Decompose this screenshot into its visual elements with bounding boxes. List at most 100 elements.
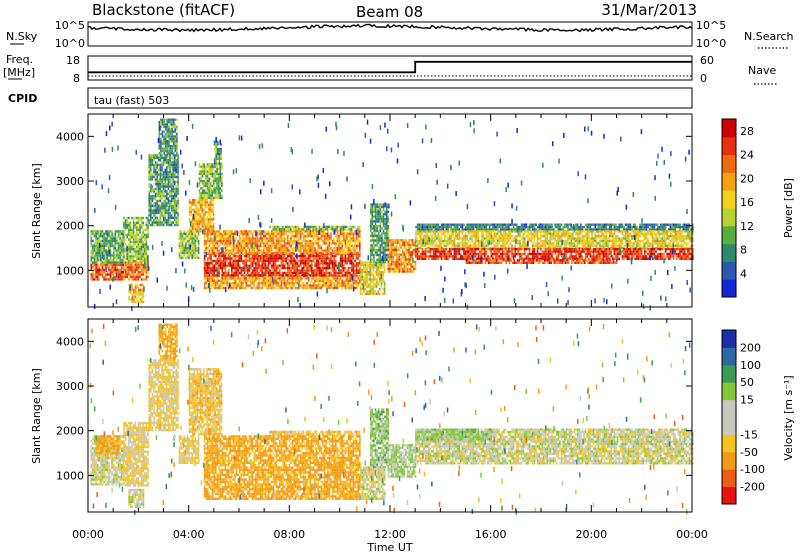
power-cell xyxy=(145,273,148,276)
power-cell xyxy=(275,251,278,255)
power-cell xyxy=(219,254,222,258)
power-cell xyxy=(174,171,176,174)
power-cell xyxy=(317,237,319,240)
power-cell xyxy=(303,244,305,247)
power-cell xyxy=(288,254,291,258)
power-cell xyxy=(174,156,176,159)
power-cell xyxy=(159,221,162,224)
power-cell xyxy=(161,192,163,195)
power-cell xyxy=(331,277,334,280)
power-cell xyxy=(148,163,150,167)
power-cell xyxy=(145,275,148,279)
power-cell xyxy=(101,249,104,252)
power-cell xyxy=(421,228,424,231)
power-cell xyxy=(344,247,347,250)
power-cell xyxy=(205,279,207,282)
power-cell xyxy=(369,222,372,225)
power-cell xyxy=(104,251,107,255)
power-cell xyxy=(214,179,217,183)
power-cell xyxy=(405,253,407,256)
power-cell xyxy=(341,254,343,258)
power-cell xyxy=(405,270,407,273)
power-cell xyxy=(181,244,184,247)
power-cell xyxy=(92,256,94,259)
power-cell xyxy=(421,225,424,229)
power-cell xyxy=(177,202,179,205)
power-cell xyxy=(229,257,231,260)
power-cell xyxy=(255,266,257,270)
power-cell xyxy=(201,182,204,185)
power-cell xyxy=(139,288,142,291)
power-cell xyxy=(330,254,332,258)
power-cell xyxy=(344,284,347,287)
power-cell xyxy=(142,236,144,239)
power-cell xyxy=(382,220,385,223)
power-cell xyxy=(384,227,386,230)
power-cell xyxy=(221,259,223,263)
power-cell xyxy=(111,230,113,233)
power-cell xyxy=(161,173,163,176)
power-cell xyxy=(200,179,202,183)
power-cell xyxy=(234,249,236,252)
power-cell xyxy=(375,266,378,269)
power-cell xyxy=(288,266,291,270)
power-cell xyxy=(384,239,386,242)
power-cell xyxy=(371,205,374,209)
power-cell xyxy=(328,249,331,252)
power-cell xyxy=(492,228,494,231)
power-cell xyxy=(198,230,200,233)
power-cell xyxy=(389,255,391,259)
power-cell xyxy=(215,264,217,267)
power-cell xyxy=(191,222,194,226)
power-cell xyxy=(377,273,379,276)
power-cell xyxy=(191,203,194,207)
power-cell xyxy=(267,266,270,270)
power-cell xyxy=(104,256,107,259)
power-cell xyxy=(266,244,268,247)
power-cell xyxy=(167,159,170,162)
power-cell xyxy=(315,235,318,238)
power-cell xyxy=(320,251,323,255)
power-cell xyxy=(106,261,109,264)
power-cell xyxy=(201,220,204,223)
power-cell xyxy=(101,271,104,274)
power-cell xyxy=(496,228,499,231)
power-cell xyxy=(355,274,358,277)
power-cell xyxy=(255,262,257,265)
power-cell xyxy=(213,143,216,146)
power-cell xyxy=(322,271,324,275)
power-cell xyxy=(248,242,251,245)
power-cell xyxy=(132,260,135,263)
power-cell xyxy=(171,128,173,131)
power-cell xyxy=(352,262,355,265)
power-cell xyxy=(301,282,303,285)
power-cell xyxy=(283,254,286,258)
power-cell xyxy=(189,232,192,235)
power-cell xyxy=(205,194,207,197)
power-cell xyxy=(275,259,278,263)
power-cell xyxy=(120,268,123,271)
power-cell xyxy=(291,277,294,280)
power-cell xyxy=(382,229,385,233)
power-cell xyxy=(223,251,225,255)
power-cell xyxy=(166,204,168,207)
power-cell xyxy=(275,277,278,280)
power-cell xyxy=(320,232,323,235)
power-cell xyxy=(159,207,162,210)
power-cell xyxy=(164,219,166,222)
power-cell xyxy=(163,130,165,133)
power-cell xyxy=(343,232,345,235)
power-cell xyxy=(383,292,386,295)
power-cell xyxy=(382,217,385,221)
power-cell xyxy=(139,263,141,267)
power-cell xyxy=(199,198,202,202)
power-cell xyxy=(283,271,286,275)
power-cell xyxy=(209,177,212,180)
power-cell xyxy=(285,247,287,250)
power-cell xyxy=(341,279,343,282)
power-cell xyxy=(395,243,398,247)
power-cell xyxy=(274,251,276,255)
power-cell xyxy=(342,225,345,229)
power-cell xyxy=(166,120,169,124)
power-cell xyxy=(376,258,378,261)
